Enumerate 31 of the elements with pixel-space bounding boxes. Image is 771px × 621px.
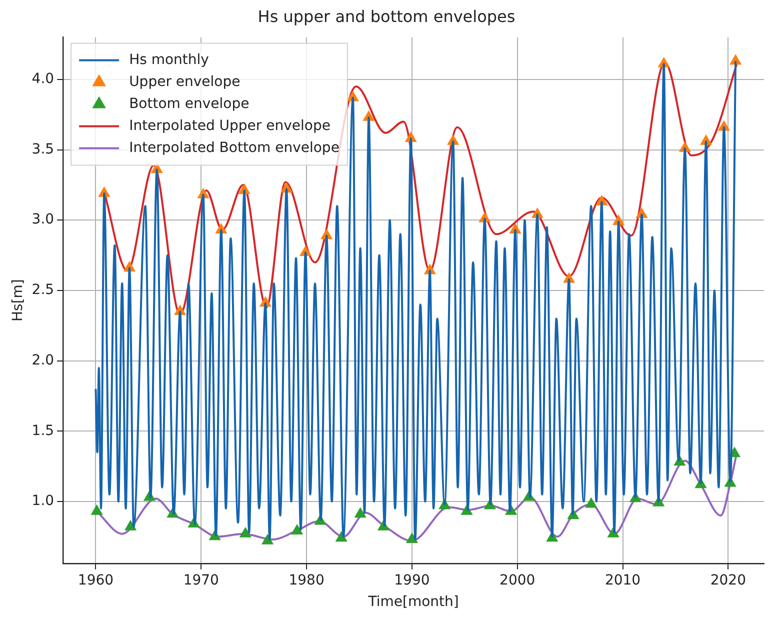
point xyxy=(124,520,136,530)
legend-label: Hs monthly xyxy=(129,52,209,68)
y-tick-label: 1.5 xyxy=(32,422,54,439)
point xyxy=(354,508,366,518)
y-axis-title: Hs[m] xyxy=(10,279,26,322)
point xyxy=(585,498,597,508)
x-tick-label: 1980 xyxy=(288,572,324,588)
x-tick-label: 1960 xyxy=(78,572,114,588)
y-tick-label: 3.5 xyxy=(32,141,54,158)
point xyxy=(406,532,418,543)
legend-label: Interpolated Upper envelope xyxy=(129,118,330,134)
x-axis-title: Time[month] xyxy=(367,594,459,610)
x-tick-label: 2010 xyxy=(604,572,641,588)
point xyxy=(291,524,303,535)
x-tick-label: 2020 xyxy=(710,572,746,588)
chart-title: Hs upper and bottom envelopes xyxy=(258,6,516,26)
x-tick-label: 2000 xyxy=(500,572,536,588)
y-tick-label: 4.0 xyxy=(32,71,54,88)
legend-label: Interpolated Bottom envelope xyxy=(129,140,340,156)
x-tick-label: 1990 xyxy=(394,572,430,588)
y-tick-label: 1.0 xyxy=(32,493,54,510)
y-tick-label: 2.5 xyxy=(32,282,54,298)
legend-label: Bottom envelope xyxy=(129,96,250,112)
point xyxy=(336,532,348,542)
point xyxy=(240,527,252,538)
y-tick-label: 3.0 xyxy=(32,212,54,228)
legend-label: Upper envelope xyxy=(129,74,240,90)
x-tick-label: 1970 xyxy=(183,572,219,588)
y-tick-label: 2.0 xyxy=(32,352,54,368)
point xyxy=(91,504,102,515)
point xyxy=(262,534,274,544)
